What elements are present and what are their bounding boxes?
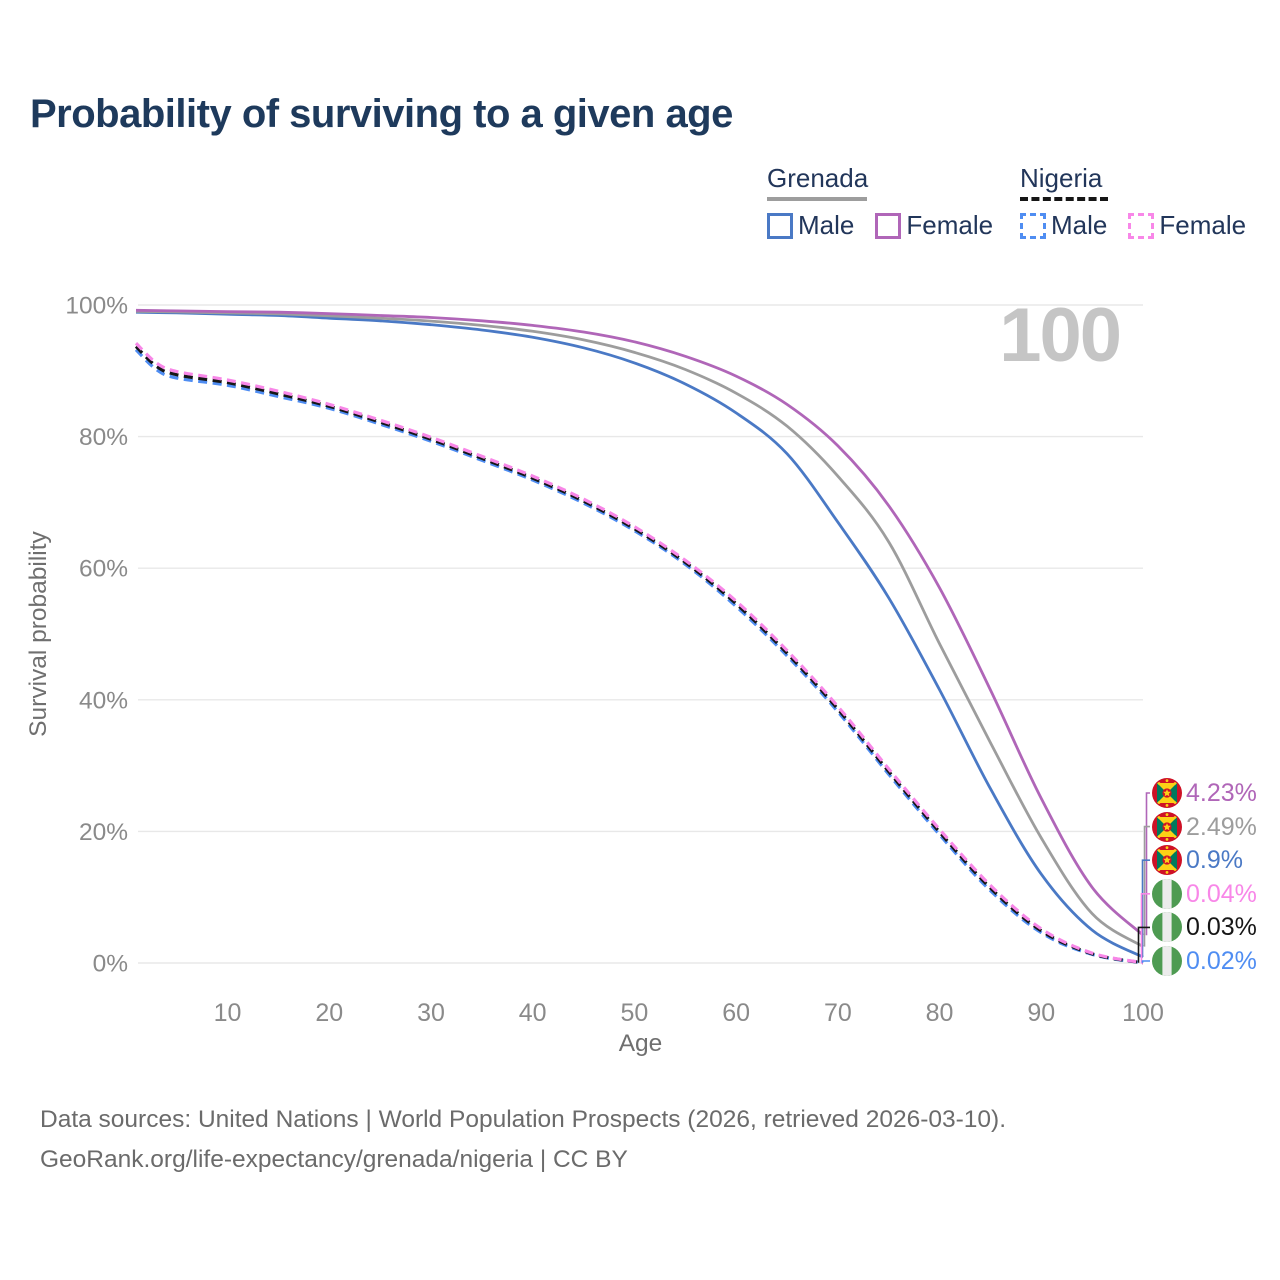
leader-line-grenada_male bbox=[1141, 859, 1150, 958]
x-tick-label: 40 bbox=[519, 999, 547, 1027]
leader-line-nigeria_male bbox=[1141, 960, 1150, 963]
series-line-nigeria_all bbox=[134, 345, 1144, 965]
page-title: Probability of surviving to a given age bbox=[30, 92, 733, 136]
y-tick-label: 60% bbox=[79, 556, 128, 583]
y-tick-label: 20% bbox=[79, 819, 128, 846]
legend-nigeria-title[interactable]: Nigeria bbox=[1020, 163, 1103, 193]
end-label-row: 0.03% bbox=[1152, 912, 1257, 942]
y-tick-label: 40% bbox=[79, 687, 128, 714]
end-label-row: 2.49% bbox=[1152, 812, 1257, 842]
legend-swatch-nigeria-female[interactable] bbox=[1128, 212, 1155, 239]
legend-label-nigeria-female[interactable]: Female bbox=[1159, 210, 1247, 240]
series-line-nigeria_male bbox=[134, 348, 1144, 965]
x-tick-label: 90 bbox=[1027, 999, 1055, 1027]
legend-swatch-nigeria-male[interactable] bbox=[1020, 212, 1046, 239]
grenada-flag-icon bbox=[1152, 845, 1182, 875]
end-label-row: 0.02% bbox=[1152, 946, 1257, 976]
nigeria-flag-icon bbox=[1152, 946, 1182, 976]
leader-line-nigeria_female bbox=[1140, 893, 1150, 963]
end-label-row: 0.04% bbox=[1152, 879, 1257, 909]
end-label-value: 0.9% bbox=[1186, 845, 1243, 874]
y-axis-title: Survival probability bbox=[25, 530, 52, 736]
y-tick-label: 100% bbox=[65, 293, 128, 320]
nigeria-flag-icon bbox=[1152, 879, 1182, 909]
series-line-grenada_all bbox=[135, 309, 1144, 948]
y-tick-label: 80% bbox=[79, 424, 128, 451]
end-label-value: 0.04% bbox=[1186, 879, 1257, 908]
x-tick-label: 70 bbox=[824, 999, 852, 1027]
end-label-value: 0.02% bbox=[1186, 946, 1257, 975]
x-tick-label: 60 bbox=[722, 999, 750, 1027]
x-tick-label: 30 bbox=[417, 999, 445, 1027]
end-label-row: 0.9% bbox=[1152, 845, 1243, 875]
legend-swatch-grenada-female[interactable] bbox=[875, 212, 902, 239]
legend-group-grenada: Grenada Male Female bbox=[767, 163, 993, 241]
nigeria-dashed-line-icon bbox=[1020, 197, 1108, 201]
x-tick-label: 100 bbox=[1122, 999, 1164, 1027]
legend-grenada-title[interactable]: Grenada bbox=[767, 163, 869, 193]
legend-label-nigeria-male[interactable]: Male bbox=[1051, 210, 1108, 240]
legend-swatch-grenada-male[interactable] bbox=[767, 212, 793, 239]
end-label-value: 2.49% bbox=[1186, 812, 1257, 841]
nigeria-flag-icon bbox=[1152, 912, 1182, 942]
x-tick-label: 20 bbox=[315, 999, 343, 1027]
series-line-grenada_female bbox=[135, 308, 1144, 937]
leader-line-grenada_all bbox=[1143, 825, 1150, 947]
data-sources-line1: Data sources: United Nations | World Pop… bbox=[40, 1106, 1007, 1133]
data-sources-line2: GeoRank.org/life-expectancy/grenada/nige… bbox=[40, 1146, 628, 1173]
x-axis-title: Age bbox=[619, 1030, 663, 1057]
legend-group-nigeria: Nigeria Male Female bbox=[1020, 163, 1246, 241]
leader-line-grenada_female bbox=[1145, 792, 1150, 936]
end-label-value: 4.23% bbox=[1186, 778, 1257, 807]
legend-label-grenada-female[interactable]: Female bbox=[906, 210, 994, 240]
end-label-row: 4.23% bbox=[1152, 778, 1257, 808]
age-indicator: 100 bbox=[999, 293, 1122, 378]
y-tick-label: 0% bbox=[93, 951, 128, 978]
series-line-nigeria_female bbox=[134, 342, 1144, 965]
legend-label-grenada-male[interactable]: Male bbox=[798, 210, 855, 240]
grenada-flag-icon bbox=[1152, 812, 1182, 842]
leader-line-nigeria_all bbox=[1137, 926, 1150, 963]
x-tick-label: 80 bbox=[926, 999, 954, 1027]
grenada-flag-icon bbox=[1152, 778, 1182, 808]
end-label-value: 0.03% bbox=[1186, 912, 1257, 941]
x-tick-label: 50 bbox=[621, 999, 649, 1027]
series-line-grenada_male bbox=[135, 310, 1144, 959]
x-tick-label: 10 bbox=[214, 999, 242, 1027]
grenada-solid-line-icon bbox=[767, 197, 867, 201]
